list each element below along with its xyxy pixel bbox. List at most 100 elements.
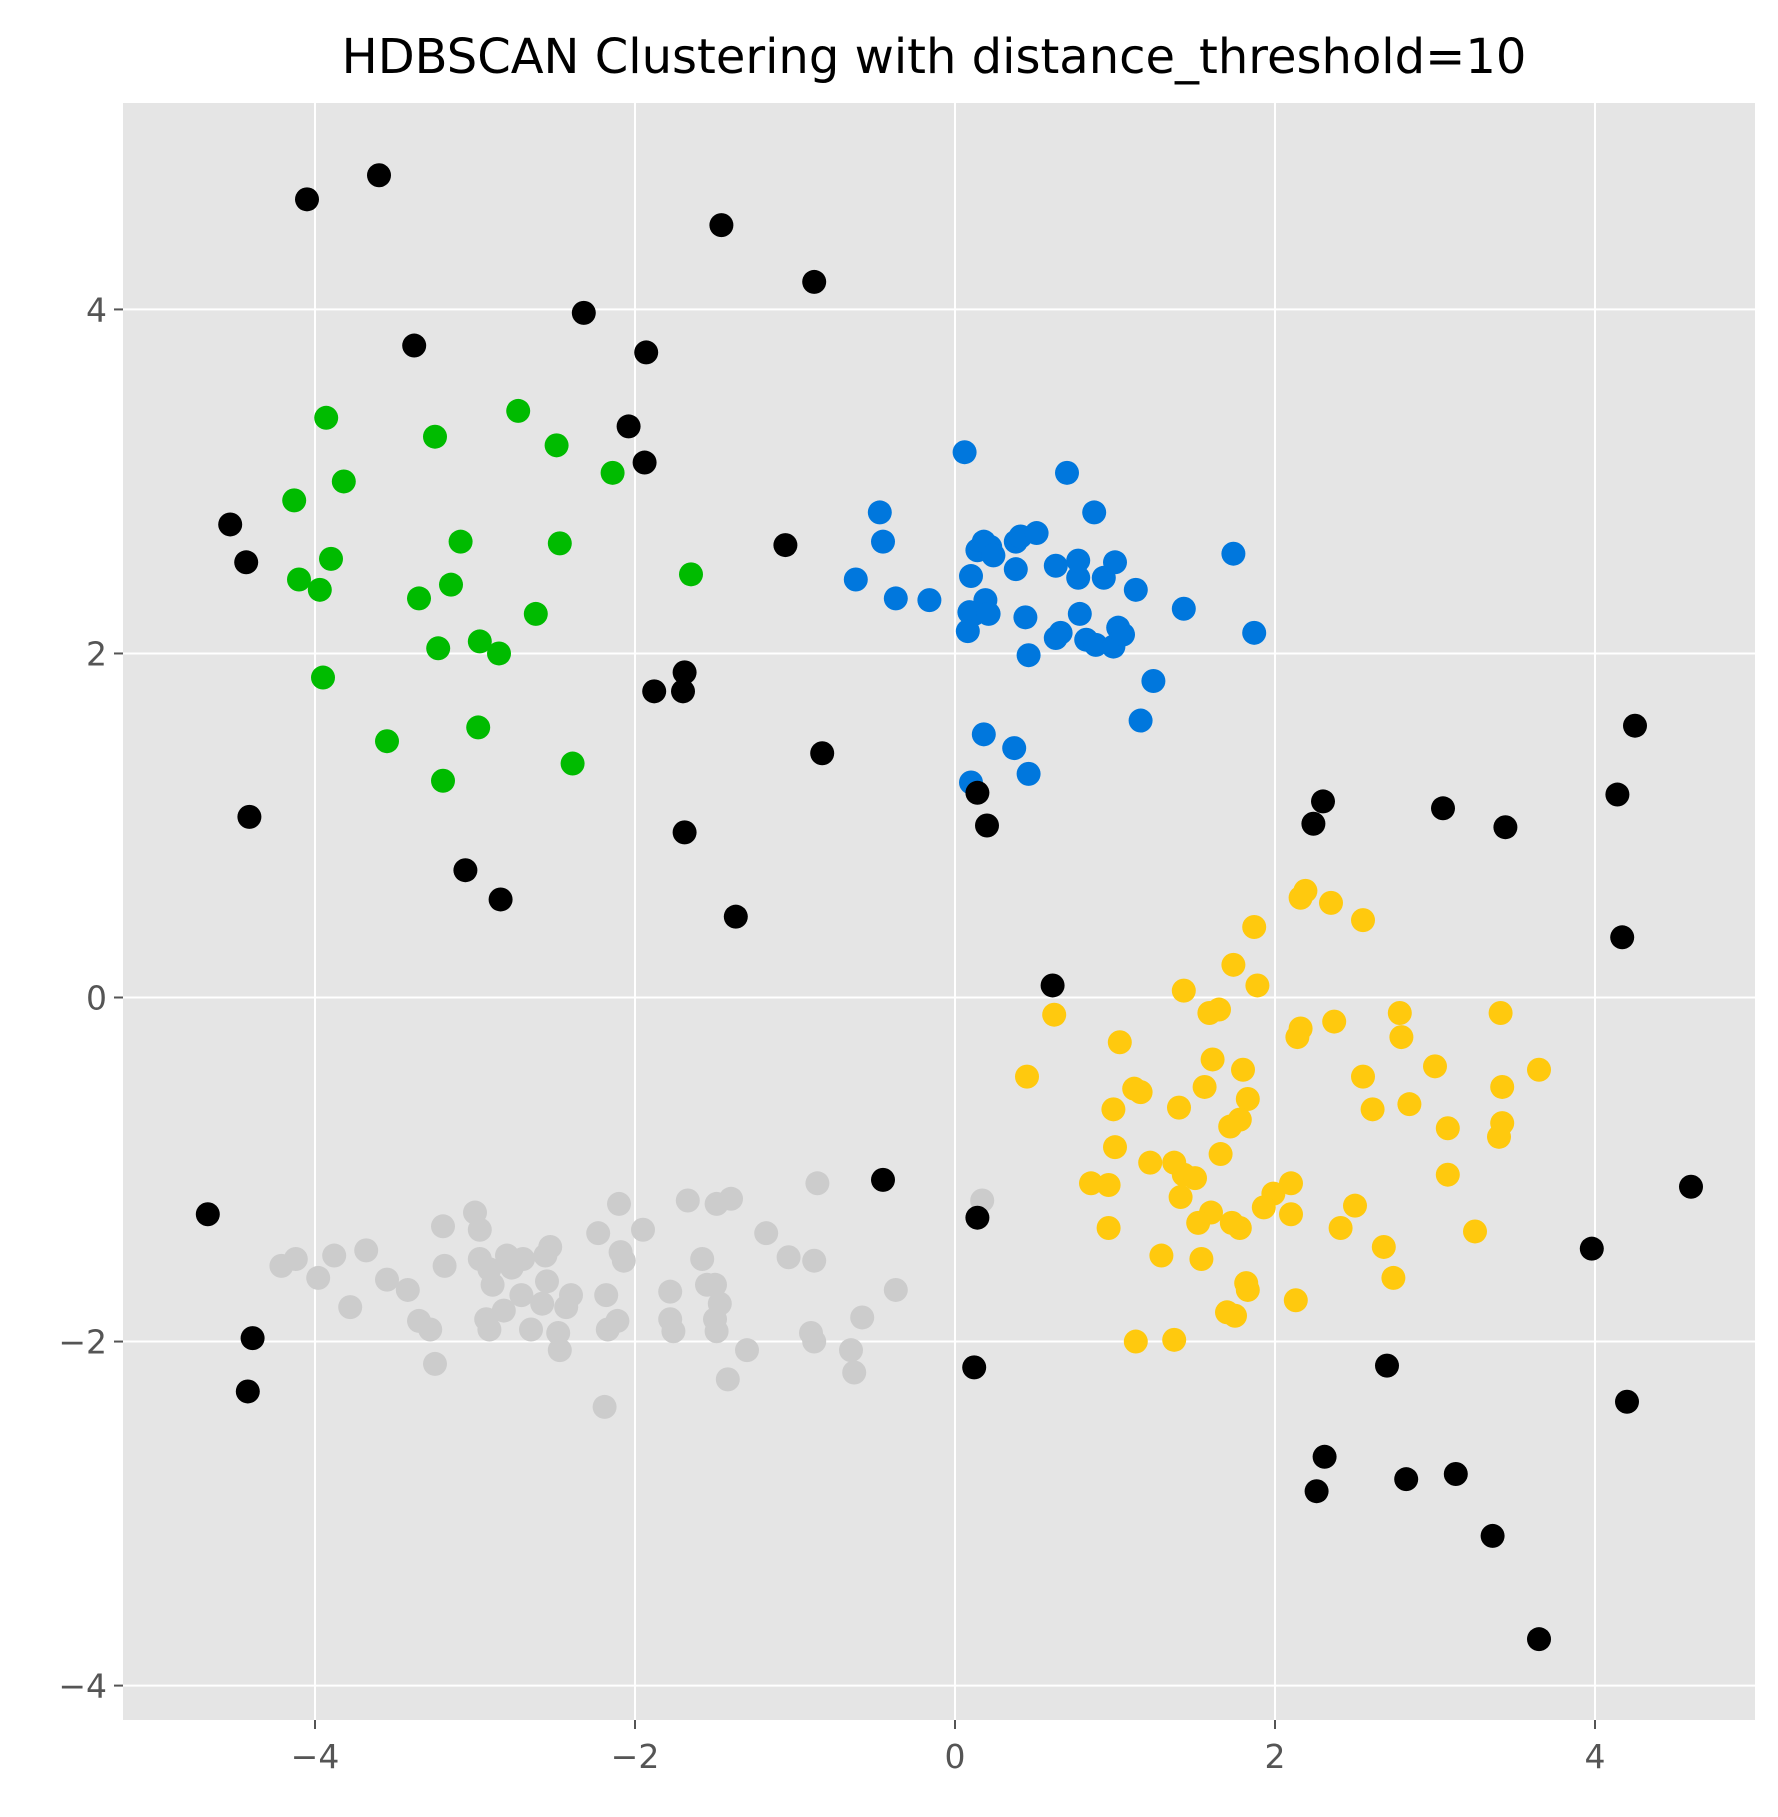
data-point xyxy=(535,1269,559,1294)
data-point xyxy=(1096,1173,1121,1198)
data-point xyxy=(634,340,659,365)
data-point xyxy=(439,572,463,597)
data-point xyxy=(1251,1195,1276,1220)
data-point xyxy=(1490,1074,1515,1099)
data-point xyxy=(375,1267,399,1292)
data-point xyxy=(1043,625,1068,650)
data-point xyxy=(519,1317,543,1342)
data-point xyxy=(448,529,473,554)
data-point xyxy=(1003,557,1028,582)
data-point xyxy=(962,1355,987,1380)
data-point xyxy=(218,512,243,537)
data-point xyxy=(235,1379,260,1404)
data-point xyxy=(754,1221,779,1246)
data-point xyxy=(672,660,697,685)
data-point xyxy=(1168,1185,1193,1210)
data-point xyxy=(1328,1216,1353,1241)
data-point xyxy=(1279,1202,1303,1227)
data-point xyxy=(1223,1303,1247,1328)
data-point xyxy=(611,1248,636,1273)
data-point xyxy=(1375,1353,1399,1378)
data-point xyxy=(703,1272,727,1297)
data-point xyxy=(307,577,332,602)
data-point xyxy=(802,1329,827,1354)
data-point xyxy=(509,1283,534,1308)
data-point xyxy=(1123,577,1148,602)
data-point xyxy=(431,1214,455,1239)
data-point xyxy=(395,1277,420,1302)
data-points xyxy=(195,163,1703,1652)
data-point xyxy=(715,1367,740,1392)
data-point xyxy=(1013,605,1038,630)
data-point xyxy=(1245,973,1270,998)
data-point xyxy=(1235,1087,1260,1112)
data-point xyxy=(971,722,996,747)
data-point xyxy=(523,601,548,626)
data-point xyxy=(1312,1444,1337,1469)
data-point xyxy=(1285,1025,1310,1050)
data-point xyxy=(1242,914,1267,939)
data-point xyxy=(1493,815,1518,840)
data-point xyxy=(594,1283,619,1308)
data-point xyxy=(1610,925,1635,950)
data-point xyxy=(1435,1162,1460,1187)
data-point xyxy=(1082,500,1107,525)
data-point xyxy=(965,780,990,805)
x-tick-label: 0 xyxy=(945,1737,966,1776)
data-point xyxy=(1293,878,1318,903)
data-point xyxy=(679,562,703,587)
data-point xyxy=(1015,1064,1039,1089)
data-point xyxy=(1423,1054,1447,1079)
data-point xyxy=(1043,553,1068,578)
data-point xyxy=(810,741,835,766)
data-point xyxy=(776,1245,801,1270)
data-point xyxy=(1443,1462,1468,1487)
data-point xyxy=(282,488,307,513)
data-point xyxy=(1079,1171,1103,1196)
chart-title: HDBSCAN Clustering with distance_thresho… xyxy=(342,29,1527,85)
data-point xyxy=(672,820,697,845)
data-point xyxy=(1351,908,1375,933)
data-point xyxy=(607,1191,631,1216)
data-point xyxy=(719,1186,743,1211)
data-point xyxy=(1207,997,1231,1022)
data-point xyxy=(1679,1174,1703,1199)
data-point xyxy=(375,729,399,754)
data-point xyxy=(1221,952,1246,977)
data-point xyxy=(1488,1000,1513,1025)
data-point xyxy=(1431,796,1455,821)
data-point xyxy=(1024,521,1049,546)
x-tick-label: −4 xyxy=(291,1737,340,1776)
data-point xyxy=(690,1246,715,1271)
data-point xyxy=(871,1167,895,1192)
data-point xyxy=(1042,1002,1067,1027)
data-point xyxy=(431,768,455,793)
data-point xyxy=(704,1319,729,1344)
data-point xyxy=(1231,1057,1255,1082)
data-point xyxy=(331,469,356,494)
data-point xyxy=(423,1351,447,1376)
data-point xyxy=(658,1279,683,1304)
x-tick-label: 2 xyxy=(1265,1737,1286,1776)
data-point xyxy=(1218,1114,1243,1139)
data-point xyxy=(1389,1025,1414,1050)
data-point xyxy=(1040,973,1065,998)
data-point xyxy=(707,1291,732,1316)
data-point xyxy=(1141,668,1166,693)
data-point xyxy=(1083,632,1108,657)
data-point xyxy=(1221,541,1246,566)
data-point xyxy=(402,333,427,358)
data-point xyxy=(661,1319,686,1344)
data-point xyxy=(467,1217,492,1242)
data-point xyxy=(1435,1116,1460,1141)
data-point xyxy=(354,1238,379,1263)
data-point xyxy=(1101,1097,1126,1122)
data-point xyxy=(952,440,977,465)
data-point xyxy=(1128,1080,1153,1105)
data-point xyxy=(917,588,942,613)
data-point xyxy=(842,1360,867,1385)
data-point xyxy=(306,1265,331,1290)
axes: −4 −2 0 2 4 −4 −2 0 2 4 xyxy=(58,290,1605,1776)
x-tick-label: 4 xyxy=(1585,1737,1606,1776)
